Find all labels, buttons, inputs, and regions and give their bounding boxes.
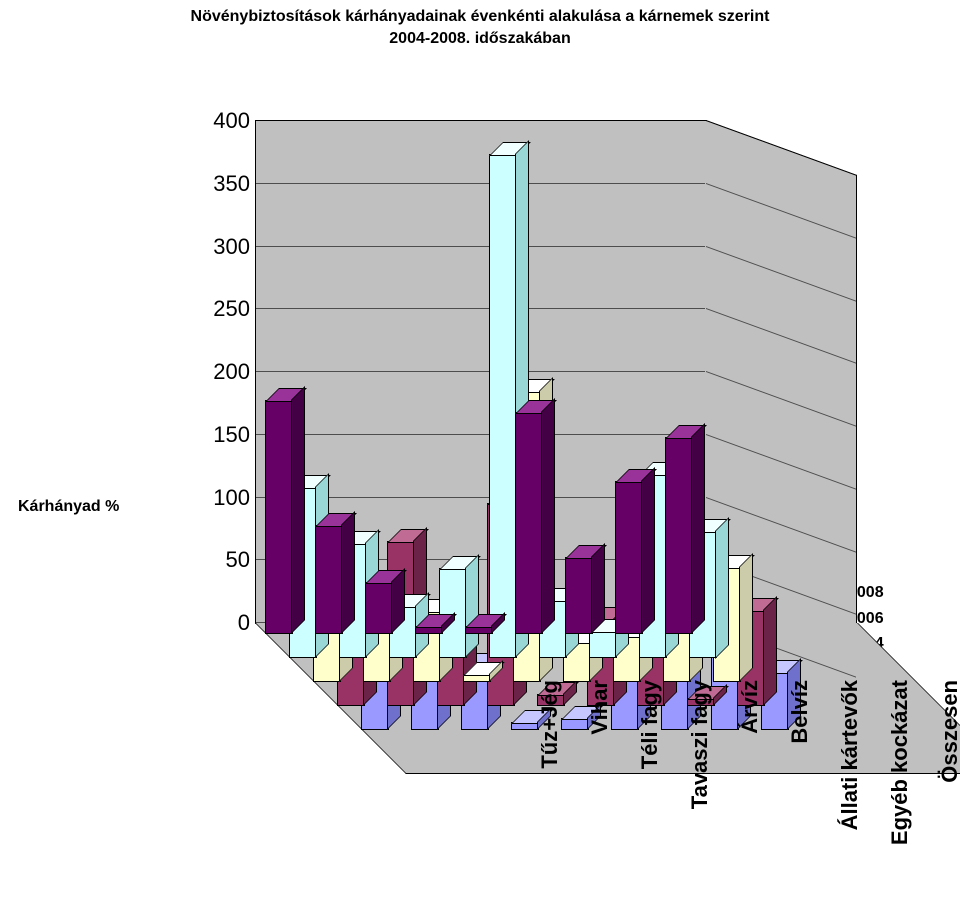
y-tick-100: 100 [212,485,250,511]
y-tick-200: 200 [212,359,250,385]
x-cat-2: Téli fagy [637,680,663,880]
bar-2008-6 [565,547,603,634]
x-cat-5: Belvíz [787,680,813,880]
gridline-400 [255,120,705,121]
bar-2007-3 [439,558,477,658]
gridline-250 [255,308,705,309]
title-line2: 2004-2008. időszakában [389,30,570,47]
y-tick-250: 250 [212,296,250,322]
x-cat-4: Árvíz [737,680,763,880]
bar-2008-0 [265,390,303,634]
bar-2006-3 [463,664,501,682]
bar-2008-4 [465,616,503,634]
y-tick-150: 150 [212,422,250,448]
x-cat-0: Tűz+Jég [537,680,563,880]
y-tick-400: 400 [212,108,250,134]
y-tick-0: 0 [212,610,250,636]
y-axis-label: Kárhányad % [18,498,119,516]
y-tick-350: 350 [212,171,250,197]
x-cat-8: Összesen [937,680,960,880]
gridline-150 [255,434,705,435]
title-line1: Növénybiztosítások kárhányadainak évenké… [191,8,770,25]
y-tick-50: 50 [212,547,250,573]
bar-2008-3 [415,616,453,634]
bar-2008-1 [315,515,353,634]
x-cat-6: Állati kártevők [837,680,863,880]
gridline-350 [255,183,705,184]
x-cat-7: Egyéb kockázat [887,680,913,880]
x-cat-1: Vihar [587,680,613,880]
chart-title: Növénybiztosítások kárhányadainak évenké… [0,6,960,49]
bar-2008-2 [365,572,403,634]
bar-2008-8 [665,427,703,634]
x-cat-3: Tavaszi fagy [687,680,713,880]
y-tick-300: 300 [212,234,250,260]
gridline-200 [255,371,705,372]
chart-3d: 050100150200250300350400 [182,120,782,720]
bar-2008-7 [615,471,653,634]
gridline-300 [255,246,705,247]
bar-2008-5 [515,402,553,634]
